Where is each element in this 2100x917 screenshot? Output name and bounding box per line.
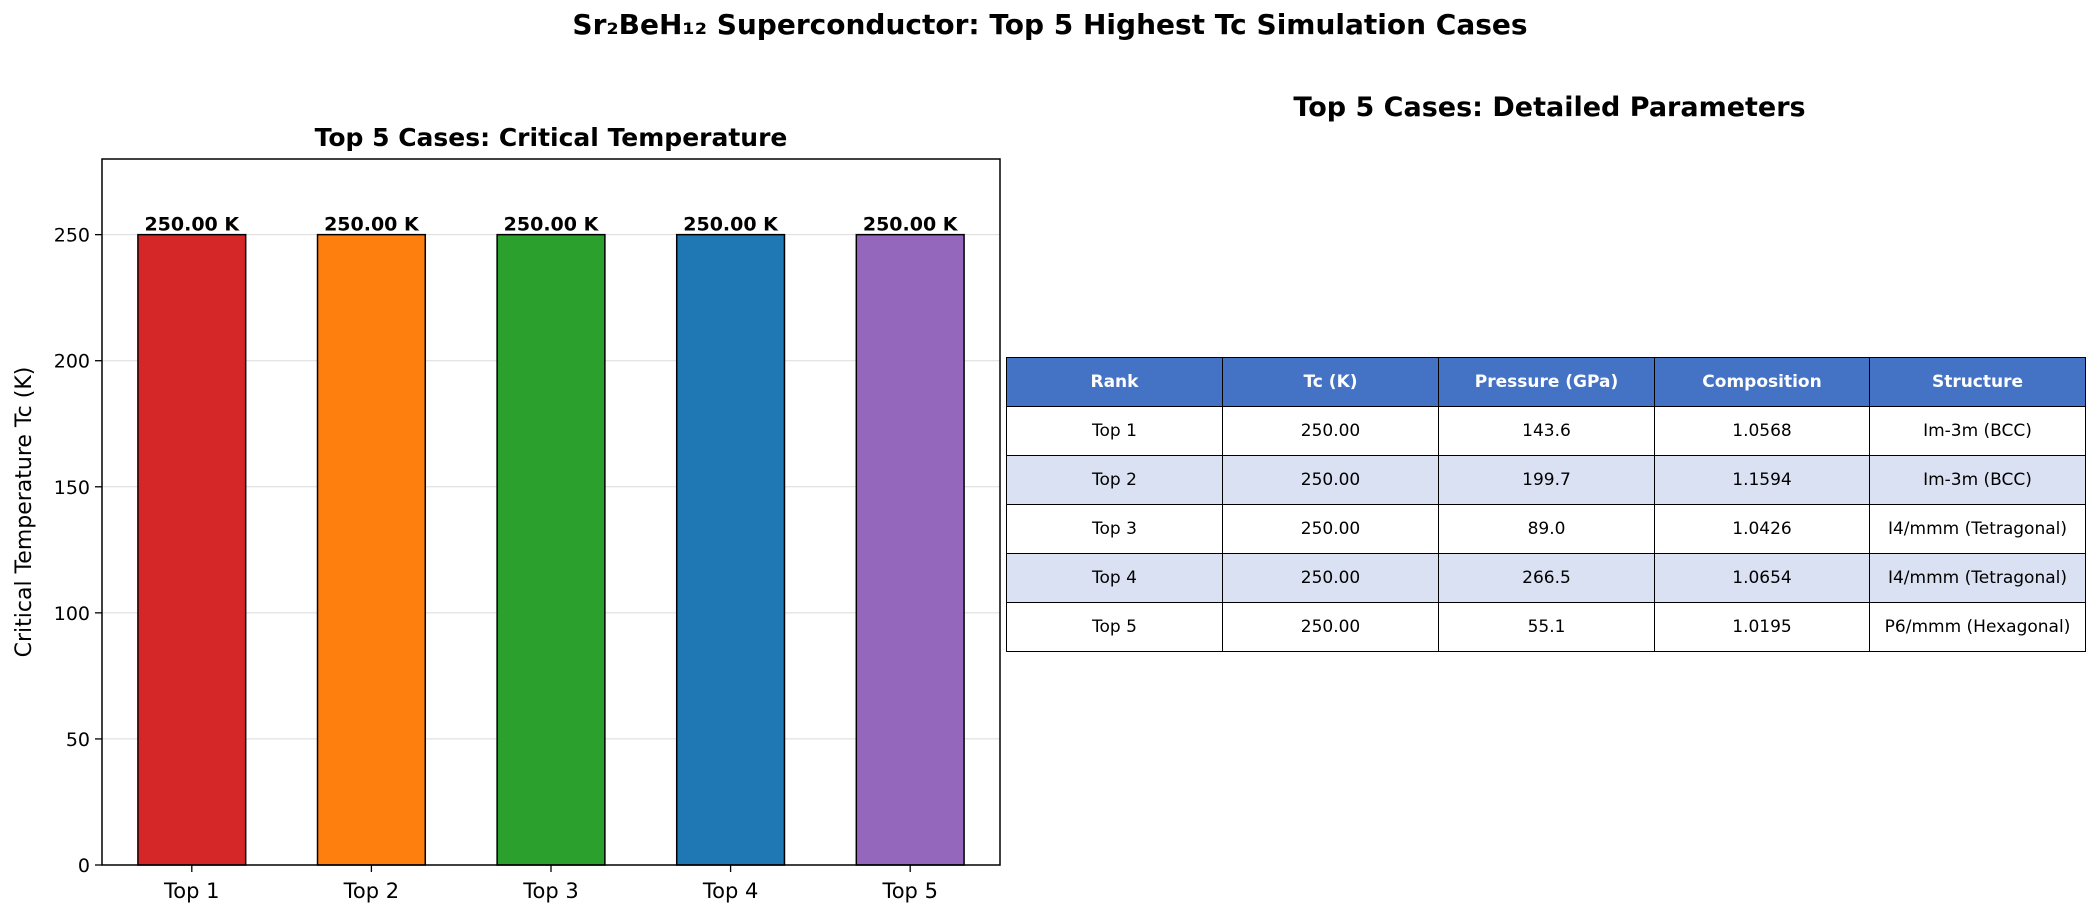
table-cell-tc: 250.00 (1222, 455, 1439, 505)
y-tick-label: 0 (78, 855, 90, 877)
bar (316, 233, 427, 866)
table-cell-tc: 250.00 (1222, 504, 1439, 554)
table-cell-pressure: 266.5 (1438, 553, 1655, 603)
table-row: Top 4 250.00 266.5 1.0654 I4/mmm (Tetrag… (1006, 553, 2086, 603)
bar (855, 233, 965, 866)
figure-title: Sr₂BeH₁₂ Superconductor: Top 5 Highest T… (572, 8, 1528, 41)
table-header-cell: Structure (1869, 357, 2086, 407)
table-cell-composition: 1.0195 (1654, 602, 1870, 652)
x-tick-label: Top 3 (522, 879, 578, 903)
x-tick-label: Top 2 (343, 879, 399, 903)
table-cell-pressure: 199.7 (1438, 455, 1655, 505)
table-header-cell: Rank (1006, 357, 1223, 407)
bar (675, 233, 786, 866)
table-header-row: Rank Tc (K) Pressure (GPa) Composition S… (1006, 357, 2086, 407)
x-tick-label: Top 1 (163, 879, 219, 903)
table-cell-rank: Top 5 (1006, 602, 1223, 652)
table-cell-structure: P6/mmm (Hexagonal) (1869, 602, 2086, 652)
table-cell-structure: Im-3m (BCC) (1869, 455, 2086, 505)
table-cell-composition: 1.0568 (1654, 406, 1870, 456)
bar (137, 233, 247, 866)
y-tick-label: 100 (54, 603, 90, 625)
table-title: Top 5 Cases: Detailed Parameters (1293, 92, 1806, 123)
table-row: Top 5 250.00 55.1 1.0195 P6/mmm (Hexagon… (1006, 602, 2086, 652)
table-cell-composition: 1.0426 (1654, 504, 1870, 554)
table-cell-pressure: 89.0 (1438, 504, 1655, 554)
y-tick-label: 200 (54, 351, 90, 373)
table-cell-rank: Top 2 (1006, 455, 1223, 505)
chart-title: Top 5 Cases: Critical Temperature (315, 123, 788, 152)
y-tick-label: 150 (54, 477, 90, 499)
y-axis-label: Critical Temperature Tc (K) (12, 367, 37, 658)
bar-value-label: 250.00 K (144, 214, 240, 236)
x-tick-label: Top 4 (702, 879, 758, 903)
table-cell-rank: Top 1 (1006, 406, 1223, 456)
table-cell-tc: 250.00 (1222, 602, 1439, 652)
table-cell-pressure: 55.1 (1438, 602, 1655, 652)
table-cell-rank: Top 3 (1006, 504, 1223, 554)
table-header-cell: Composition (1654, 357, 1870, 407)
table-header-cell: Tc (K) (1222, 357, 1439, 407)
x-tick-label: Top 5 (881, 879, 937, 903)
bar-value-label: 250.00 K (504, 214, 600, 236)
table-cell-structure: I4/mmm (Tetragonal) (1869, 504, 2086, 554)
bar-value-label: 250.00 K (683, 214, 779, 236)
table-row: Top 1 250.00 143.6 1.0568 Im-3m (BCC) (1006, 406, 2086, 456)
table-cell-structure: I4/mmm (Tetragonal) (1869, 553, 2086, 603)
table-row: Top 2 250.00 199.7 1.1594 Im-3m (BCC) (1006, 455, 2086, 505)
bar-value-label: 250.00 K (324, 214, 420, 236)
table-cell-tc: 250.00 (1222, 406, 1439, 456)
y-tick-label: 50 (66, 729, 90, 751)
y-tick-label: 250 (54, 225, 90, 247)
bar-chart: 250.00 K 250.00 K 250.00 K 250.00 K 250.00 K… (12, 123, 1001, 903)
parameters-table: Rank Tc (K) Pressure (GPa) Composition S… (1006, 357, 2086, 652)
table-cell-structure: Im-3m (BCC) (1869, 406, 2086, 456)
table-cell-composition: 1.1594 (1654, 455, 1870, 505)
table-cell-tc: 250.00 (1222, 553, 1439, 603)
table-cell-composition: 1.0654 (1654, 553, 1870, 603)
table-header-cell: Pressure (GPa) (1438, 357, 1655, 407)
table-row: Top 3 250.00 89.0 1.0426 I4/mmm (Tetrago… (1006, 504, 2086, 554)
table-cell-pressure: 143.6 (1438, 406, 1655, 456)
bar (496, 233, 606, 866)
bar-value-label: 250.00 K (863, 214, 959, 236)
table-cell-rank: Top 4 (1006, 553, 1223, 603)
